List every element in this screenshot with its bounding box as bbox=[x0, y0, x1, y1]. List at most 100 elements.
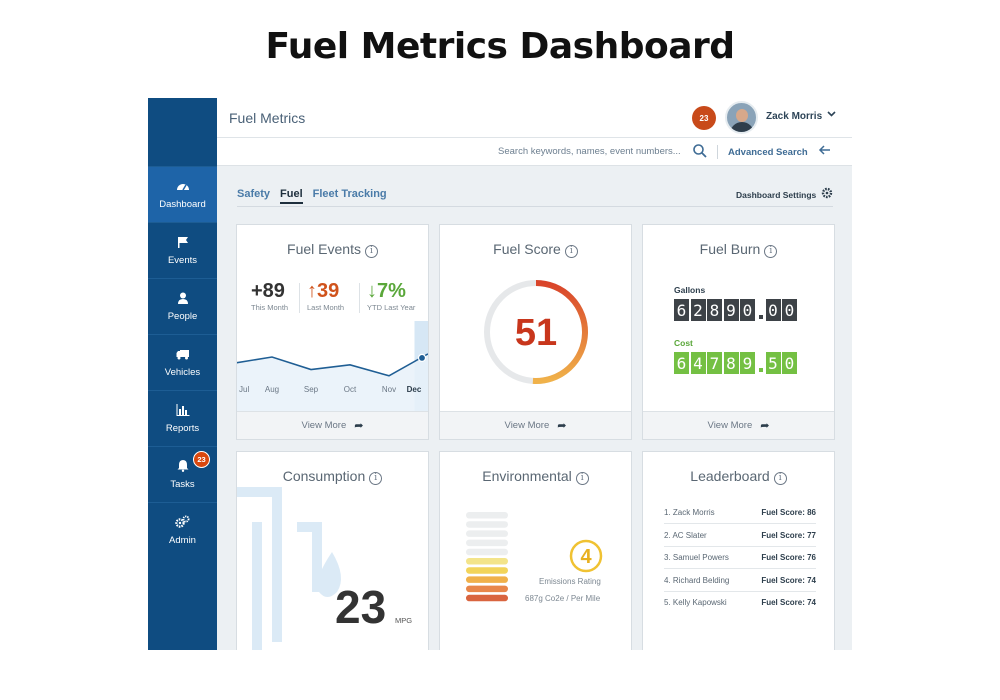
stat-value: +89 bbox=[251, 280, 285, 302]
counter-digit: 8 bbox=[707, 299, 722, 321]
level-bar bbox=[466, 576, 508, 583]
level-bar bbox=[466, 594, 508, 602]
sidebar-item-events[interactable]: Events bbox=[148, 222, 217, 278]
share-arrow-icon: ➦ bbox=[557, 420, 567, 432]
leaderboard-score: Fuel Score: 74 bbox=[761, 598, 816, 607]
sidebar-item-reports[interactable]: Reports bbox=[148, 390, 217, 446]
emissions-rating-value: 4 bbox=[580, 546, 592, 568]
top-header: Fuel Metrics 23 Zack Morris bbox=[217, 98, 852, 138]
consumption-value: 23 bbox=[335, 581, 387, 633]
dashboard-settings-link[interactable]: Dashboard Settings bbox=[736, 190, 817, 200]
leaderboard-score: Fuel Score: 74 bbox=[761, 575, 816, 585]
consumption-unit: MPG bbox=[395, 616, 413, 625]
view-more-button[interactable]: View More ➦ bbox=[643, 411, 834, 439]
counter-digit: 9 bbox=[740, 352, 755, 374]
sidebar-item-dashboard[interactable]: Dashboard bbox=[148, 166, 217, 222]
stat-this-month: +89 This Month bbox=[251, 280, 288, 312]
sidebar-item-tasks[interactable]: Tasks 23 bbox=[148, 446, 217, 502]
counter-digit: 8 bbox=[723, 352, 739, 374]
tab-safety[interactable]: Safety bbox=[237, 188, 271, 200]
info-icon[interactable]: i bbox=[773, 472, 787, 485]
divider bbox=[299, 283, 300, 313]
divider bbox=[664, 545, 816, 547]
sidebar-item-label: Admin bbox=[169, 535, 196, 546]
chevron-down-icon[interactable] bbox=[827, 109, 836, 121]
counter-digit: 0 bbox=[740, 299, 755, 321]
stat-label: This Month bbox=[251, 303, 289, 312]
leaderboard-score: Fuel Score: 77 bbox=[761, 530, 816, 540]
info-icon[interactable]: i bbox=[764, 245, 778, 258]
leaderboard-row[interactable]: 2. AC Slater Fuel Score: 77 bbox=[664, 531, 816, 540]
environmental-card: Environmental i 4 Emissions Rating 687g C… bbox=[439, 451, 632, 650]
leaderboard-name: 4. Richard Belding bbox=[664, 575, 730, 585]
sidebar-item-people[interactable]: People bbox=[148, 278, 217, 334]
sidebar-item-vehicles[interactable]: Vehicles bbox=[148, 334, 217, 390]
stat-label: YTD Last Year bbox=[367, 303, 416, 312]
view-more-button[interactable]: View More ➦ bbox=[237, 411, 428, 439]
leaderboard-row[interactable]: 3. Samuel Powers Fuel Score: 76 bbox=[664, 553, 816, 562]
counter-digit: 6 bbox=[674, 352, 689, 374]
view-more-button[interactable]: View More ➦ bbox=[440, 411, 631, 439]
fuel-score-arc bbox=[532, 280, 588, 384]
tab-fleet-tracking[interactable]: Fleet Tracking bbox=[312, 188, 387, 200]
avatar[interactable] bbox=[725, 101, 758, 134]
counter-digit: 0 bbox=[782, 352, 797, 374]
leaderboard-name: 2. AC Slater bbox=[664, 530, 707, 540]
leaderboard-name: 1. Zack Morris bbox=[664, 508, 715, 517]
x-tick-label: Jul bbox=[239, 385, 249, 394]
area-fill bbox=[237, 353, 428, 411]
search-input[interactable]: Search keywords, names, event numbers... bbox=[498, 146, 681, 157]
x-tick-label: Oct bbox=[344, 385, 357, 394]
card-title: Fuel Events i bbox=[237, 241, 428, 258]
level-bar bbox=[466, 539, 508, 547]
advanced-search-link[interactable]: Advanced Search bbox=[728, 147, 808, 158]
leaderboard-row[interactable]: 5. Kelly Kapowski Fuel Score: 74 bbox=[664, 598, 816, 607]
fuel-score-value: 51 bbox=[515, 312, 557, 354]
notification-badge[interactable]: 23 bbox=[692, 106, 716, 130]
search-icon[interactable] bbox=[692, 143, 708, 159]
data-point-highlight bbox=[417, 353, 427, 362]
leaderboard-score: Fuel Score: 76 bbox=[761, 553, 816, 562]
tab-fuel[interactable]: Fuel bbox=[280, 188, 303, 204]
info-icon[interactable]: i bbox=[364, 245, 378, 258]
emissions-rating-badge: 4 bbox=[569, 539, 603, 573]
arrow-left-icon[interactable] bbox=[818, 143, 832, 160]
decimal-point bbox=[758, 315, 763, 319]
share-arrow-icon: ➦ bbox=[354, 420, 364, 432]
person-icon bbox=[177, 292, 189, 307]
divider bbox=[664, 568, 816, 569]
sidebar: Dashboard Events People Vehicles Reports bbox=[148, 98, 217, 650]
decimal-point bbox=[758, 368, 763, 372]
gallons-label: Gallons bbox=[674, 285, 706, 295]
leaderboard-row[interactable]: 4. Richard Belding Fuel Score: 74 bbox=[664, 576, 816, 585]
info-icon[interactable]: i bbox=[369, 472, 383, 485]
leaderboard-score: Fuel Score: 86 bbox=[761, 508, 816, 517]
level-bar bbox=[466, 521, 508, 528]
page-title: Fuel Metrics Dashboard bbox=[265, 26, 735, 67]
card-title: Fuel Score i bbox=[440, 241, 631, 258]
level-bar bbox=[466, 530, 508, 537]
truck-icon bbox=[176, 348, 190, 363]
sidebar-item-admin[interactable]: Admin bbox=[148, 502, 217, 558]
stat-value: ↓7% bbox=[367, 280, 406, 302]
cost-label: Cost bbox=[674, 338, 693, 348]
sidebar-item-label: Tasks bbox=[170, 479, 195, 490]
tabs-divider bbox=[237, 206, 833, 207]
level-bar bbox=[466, 585, 508, 593]
sidebar-item-label: Dashboard bbox=[159, 198, 206, 210]
info-icon[interactable]: i bbox=[564, 245, 578, 258]
x-tick-label: Aug bbox=[265, 385, 279, 394]
user-name[interactable]: Zack Morris bbox=[766, 111, 823, 122]
gear-icon[interactable] bbox=[821, 187, 833, 202]
fuel-events-chart: Jul Aug Sep Oct Nov Dec bbox=[237, 321, 428, 411]
bell-icon bbox=[177, 459, 189, 475]
info-icon[interactable]: i bbox=[575, 472, 589, 485]
bar-chart-icon bbox=[176, 403, 190, 419]
leaderboard-row[interactable]: 1. Zack Morris Fuel Score: 86 bbox=[664, 508, 816, 517]
dashboard-tabs: Safety Fuel Fleet Tracking bbox=[237, 188, 387, 204]
consumption-card: Consumption i 23 MPG bbox=[236, 451, 429, 650]
leaderboard-name: 5. Kelly Kapowski bbox=[664, 598, 727, 607]
stat-ytd: ↓7% YTD Last Year bbox=[367, 280, 415, 312]
card-title: Leaderboard i bbox=[643, 468, 834, 485]
sidebar-item-label: Vehicles bbox=[164, 366, 201, 378]
